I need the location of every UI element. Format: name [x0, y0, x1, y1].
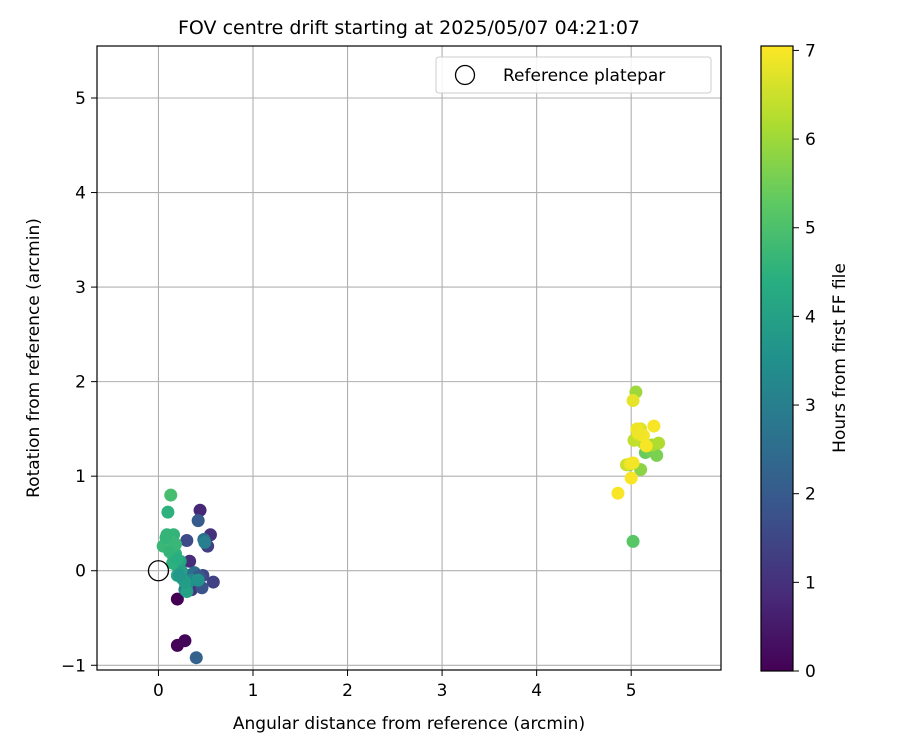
data-point: [631, 426, 645, 440]
data-point: [183, 554, 197, 568]
y-tick-label: 1: [75, 467, 86, 487]
data-point: [626, 534, 640, 548]
colorbar-tick-label: 4: [805, 307, 816, 327]
legend: Reference platepar: [435, 56, 712, 94]
data-point: [624, 471, 638, 485]
data-point: [198, 535, 212, 549]
legend-label: Reference platepar: [503, 66, 665, 86]
data-point: [178, 634, 192, 648]
data-point: [626, 456, 640, 470]
data-point: [170, 592, 184, 606]
data-point: [206, 575, 220, 589]
colorbar: 0 1 2 3 4 5 6 7 Hours from first FF file: [760, 41, 850, 682]
chart-title: FOV centre drift starting at 2025/05/07 …: [178, 17, 640, 39]
data-point: [172, 568, 186, 582]
x-tick-label: 0: [153, 681, 164, 701]
reference-marker: [147, 560, 170, 582]
data-point: [191, 514, 205, 528]
colorbar-tick-label: 7: [805, 41, 816, 61]
data-point: [191, 573, 205, 587]
data-point: [189, 651, 203, 665]
colorbar-tick-label: 5: [805, 219, 816, 239]
data-point: [639, 439, 653, 453]
y-axis-label: Rotation from reference (arcmin): [24, 218, 44, 498]
colorbar-gradient: [760, 45, 794, 672]
legend-box: [435, 56, 712, 94]
legend-marker: [454, 64, 476, 86]
colorbar-ticks: 0 1 2 3 4 5 6 7: [793, 41, 816, 682]
x-tick-label: 1: [248, 681, 259, 701]
grid-lines: [97, 46, 721, 670]
reference-point: [147, 560, 170, 582]
y-axis-ticks: −1 0 1 2 3 4 5: [61, 89, 97, 676]
colorbar-tick-label: 6: [805, 130, 816, 150]
y-tick-label: 4: [75, 184, 86, 204]
colorbar-label: Hours from first FF file: [830, 263, 850, 453]
x-axis-ticks: 0 1 2 3 4 5: [153, 670, 637, 701]
y-tick-label: 0: [75, 562, 86, 582]
x-tick-label: 5: [626, 681, 637, 701]
data-point: [161, 505, 175, 519]
y-tick-label: 2: [75, 373, 86, 393]
y-tick-label: 5: [75, 89, 86, 109]
y-tick-label: −1: [61, 656, 86, 676]
colorbar-tick-label: 0: [805, 662, 816, 682]
data-point: [626, 394, 640, 408]
colorbar-tick-label: 3: [805, 396, 816, 416]
data-point: [193, 503, 207, 517]
colorbar-tick-label: 2: [805, 485, 816, 505]
data-point: [159, 531, 173, 545]
colorbar-tick-label: 1: [805, 573, 816, 593]
x-axis-label: Angular distance from reference (arcmin): [233, 714, 585, 734]
x-tick-label: 3: [437, 681, 448, 701]
data-point: [170, 552, 184, 566]
data-point: [647, 419, 661, 433]
data-point: [180, 533, 194, 547]
data-point: [164, 488, 178, 502]
x-tick-label: 4: [531, 681, 542, 701]
plot-frame: [96, 45, 722, 671]
data-point: [652, 436, 666, 450]
data-point: [611, 486, 625, 500]
y-tick-label: 3: [75, 278, 86, 298]
x-tick-label: 2: [342, 681, 353, 701]
data-point: [650, 448, 664, 462]
scatter-series: [156, 385, 666, 665]
